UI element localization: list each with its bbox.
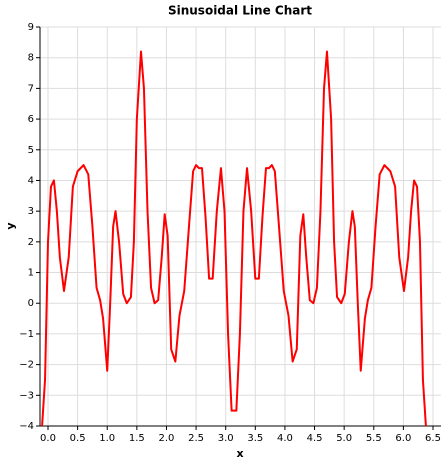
x-axis-label: x — [236, 447, 243, 460]
y-tick-label: −3 — [19, 390, 34, 401]
x-tick-label: 4.0 — [277, 433, 293, 444]
chart-title: Sinusoidal Line Chart — [168, 4, 312, 18]
y-tick-label: 3 — [28, 206, 34, 217]
y-axis-label: y — [4, 222, 17, 229]
x-tick-label: 6.0 — [395, 433, 411, 444]
x-tick-label: 0.5 — [70, 433, 86, 444]
x-tick-label: 5.5 — [366, 433, 382, 444]
x-tick-label: 2.5 — [188, 433, 204, 444]
y-tick-label: 6 — [28, 114, 34, 125]
x-tick-label: 5.0 — [336, 433, 352, 444]
y-tick-label: 0 — [28, 298, 34, 309]
x-tick-label: 6.5 — [425, 433, 441, 444]
y-tick-label: 1 — [28, 268, 34, 279]
x-tick-label: 2.0 — [159, 433, 175, 444]
y-tick-label: 7 — [28, 83, 34, 94]
x-tick-label: 1.0 — [99, 433, 115, 444]
y-tick-label: −2 — [19, 360, 34, 371]
y-tick-label: 2 — [28, 237, 34, 248]
line — [41, 50, 427, 426]
y-tick-label: 8 — [28, 53, 34, 64]
y-tick-label: 9 — [28, 22, 34, 33]
y-tick-label: 4 — [28, 175, 34, 186]
x-tick-label: 0.0 — [40, 433, 56, 444]
x-tick-label: 4.5 — [307, 433, 323, 444]
x-tick-label: 3.5 — [247, 433, 263, 444]
y-tick-label: −1 — [19, 329, 34, 340]
y-tick-label: −4 — [19, 421, 34, 432]
y-tick-label: 5 — [28, 145, 34, 156]
x-tick-label: 1.5 — [129, 433, 145, 444]
x-tick-label: 3.0 — [218, 433, 234, 444]
